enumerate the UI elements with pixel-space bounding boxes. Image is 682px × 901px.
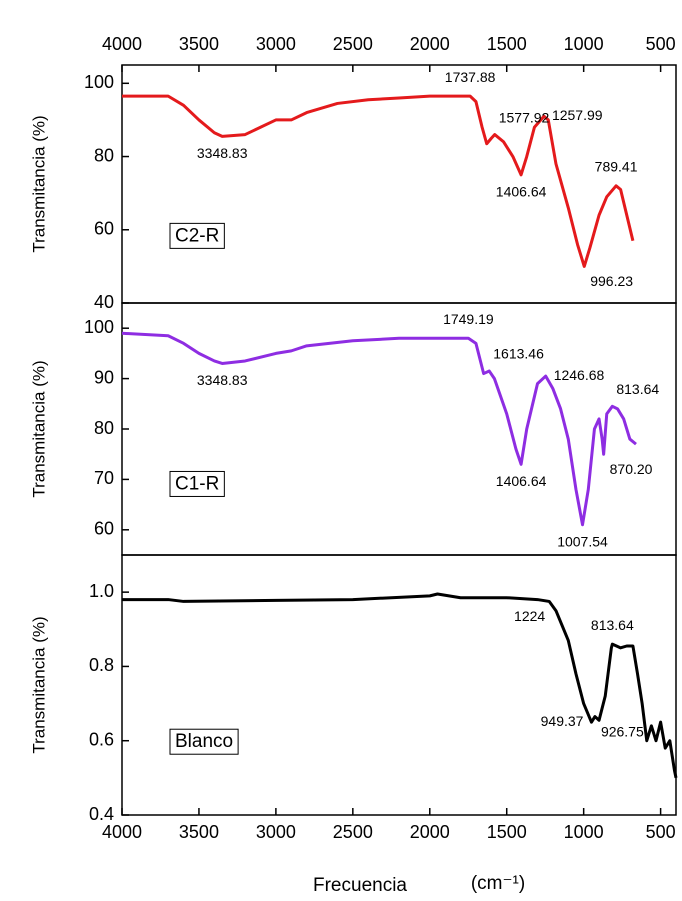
x-tick-label: 1500 xyxy=(487,822,527,842)
y-tick-label: 60 xyxy=(94,519,114,539)
x-tick-label: 1500 xyxy=(487,34,527,54)
x-tick-label: 4000 xyxy=(102,822,142,842)
peak-annotation: 1749.19 xyxy=(443,311,494,327)
x-tick-label: 500 xyxy=(646,34,676,54)
x-tick-label: 3000 xyxy=(256,822,296,842)
peak-annotation: 870.20 xyxy=(610,461,653,477)
x-tick-label: 3000 xyxy=(256,34,296,54)
y-tick-label: 100 xyxy=(84,72,114,92)
y-axis-label: Transmitancia (%) xyxy=(29,360,48,497)
x-axis-label: Frecuencia xyxy=(313,875,407,896)
x-tick-label: 2000 xyxy=(410,822,450,842)
peak-annotation: 1257.99 xyxy=(552,107,603,123)
peak-annotation: 789.41 xyxy=(595,159,638,175)
peak-annotation: 813.64 xyxy=(616,381,659,397)
peak-annotation: 1246.68 xyxy=(554,367,605,383)
peak-annotation: 1613.46 xyxy=(493,346,544,362)
peak-annotation: 3348.83 xyxy=(197,372,248,388)
peak-annotation: 3348.83 xyxy=(197,145,248,161)
peak-annotation: 1224 xyxy=(514,608,545,624)
plot-frame xyxy=(121,302,677,556)
y-tick-label: 0.6 xyxy=(89,729,114,749)
y-tick-label: 70 xyxy=(94,468,114,488)
y-axis-label: Transmitancia (%) xyxy=(29,115,48,252)
y-tick-label: 90 xyxy=(94,367,114,387)
x-tick-label: 3500 xyxy=(179,34,219,54)
spectrum-line xyxy=(121,331,637,527)
spectrum-line xyxy=(122,592,678,779)
panel-label: C1-R xyxy=(175,473,219,494)
panel-label-box xyxy=(169,470,225,497)
plot-frame xyxy=(121,64,677,304)
y-tick-label: 0.8 xyxy=(89,655,114,675)
panel-label-box xyxy=(169,222,225,249)
peak-annotation: 949.37 xyxy=(541,713,584,729)
peak-annotation: 813.64 xyxy=(591,617,634,633)
x-tick-label: 2500 xyxy=(333,822,373,842)
x-tick-label: 500 xyxy=(646,822,676,842)
y-tick-label: 100 xyxy=(84,317,114,337)
peak-annotation: 1007.54 xyxy=(557,533,608,549)
y-tick-label: 0.4 xyxy=(89,804,114,824)
peak-annotation: 1737.88 xyxy=(445,69,496,85)
peak-annotation: 1406.64 xyxy=(496,184,547,200)
y-tick-label: 80 xyxy=(94,418,114,438)
panel-label: Blanco xyxy=(175,731,233,752)
x-tick-label: 2000 xyxy=(410,34,450,54)
spectrum-line xyxy=(122,94,635,268)
peak-annotation: 996.23 xyxy=(590,273,633,289)
peak-annotation: 1406.64 xyxy=(496,473,547,489)
peak-annotation: 926.75 xyxy=(601,723,644,739)
y-tick-label: 1.0 xyxy=(89,581,114,601)
y-axis-label: Transmitancia (%) xyxy=(29,616,48,753)
x-tick-label: 4000 xyxy=(102,34,142,54)
x-tick-label: 3500 xyxy=(179,822,219,842)
panel-label-box xyxy=(169,728,239,755)
x-axis-unit: (cm⁻¹) xyxy=(471,873,525,894)
x-tick-label: 2500 xyxy=(333,34,373,54)
peak-annotation: 1577.92 xyxy=(499,109,550,125)
y-tick-label: 80 xyxy=(94,145,114,165)
x-tick-label: 1000 xyxy=(564,822,604,842)
panel-label: C2-R xyxy=(175,225,219,246)
x-tick-label: 1000 xyxy=(564,34,604,54)
y-tick-label: 60 xyxy=(94,219,114,239)
plot-frame xyxy=(121,554,677,816)
y-tick-label: 40 xyxy=(94,292,114,312)
